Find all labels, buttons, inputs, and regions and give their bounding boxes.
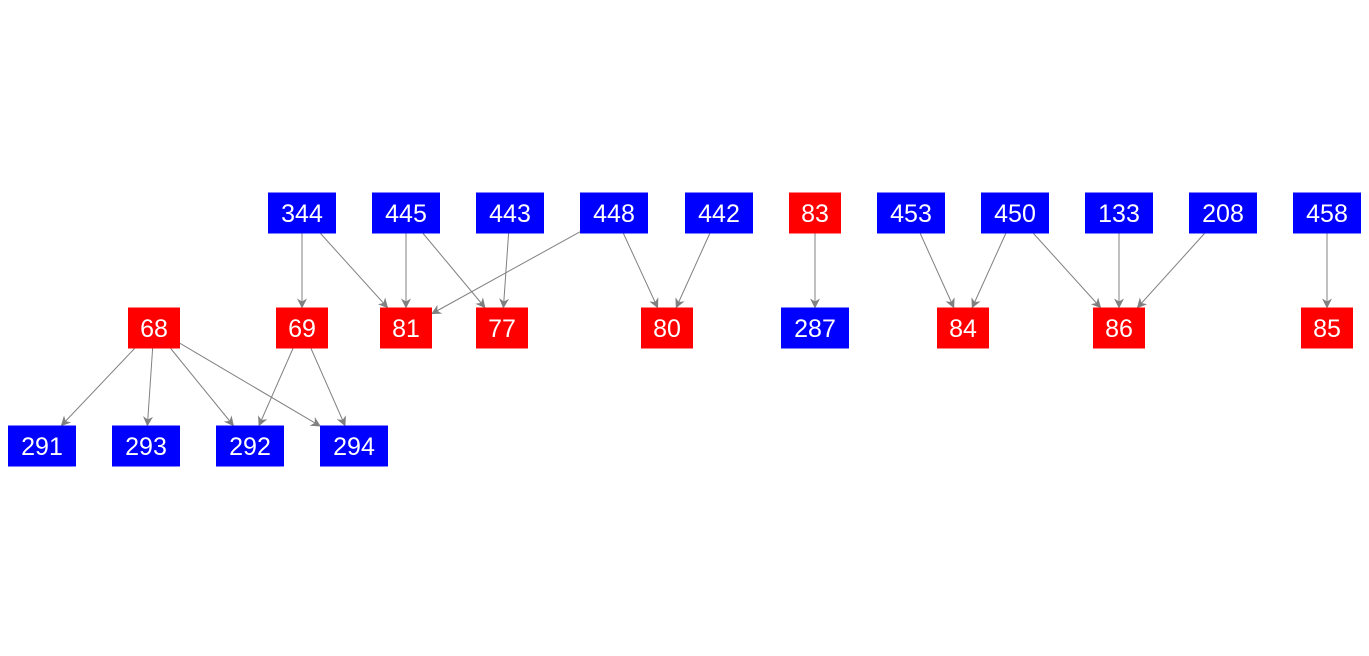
edge-68-293 [143,348,154,427]
node-label: 85 [1313,315,1341,343]
node-label: 443 [489,200,531,228]
node-box [276,307,328,349]
node-box [320,425,388,467]
node-box [476,307,528,349]
node-box [8,425,76,467]
node-box [937,307,989,349]
node-box [580,192,648,234]
node-294: 294 [320,425,388,467]
node-344: 344 [268,192,336,234]
edge-69-292 [258,348,294,427]
node-box [380,307,432,349]
node-label: 458 [1306,200,1348,228]
node-label: 294 [333,433,375,461]
node-box [641,307,693,349]
node-293: 293 [112,425,180,467]
node-81: 81 [380,307,432,349]
node-label: 292 [229,433,271,461]
node-label: 69 [288,315,316,343]
node-label: 81 [392,315,420,343]
node-box [789,192,841,234]
node-box [1293,192,1361,234]
edge-442-80 [675,233,711,309]
node-86: 86 [1093,307,1145,349]
node-77: 77 [476,307,528,349]
node-287: 287 [781,307,849,349]
edge-453-84 [919,233,955,309]
edge-208-86 [1136,233,1205,309]
edge-69-294 [310,348,346,427]
node-label: 293 [125,433,167,461]
node-label: 450 [994,200,1036,228]
edge-344-81 [320,233,389,309]
edge-68-291 [60,348,135,427]
node-133: 133 [1085,192,1153,234]
edge-445-77 [422,233,486,309]
node-box [781,307,849,349]
node-label: 86 [1105,315,1133,343]
edge-448-80 [622,233,659,309]
node-84: 84 [937,307,989,349]
node-label: 80 [653,315,681,343]
node-448: 448 [580,192,648,234]
edge-68-294 [179,342,321,427]
node-box [112,425,180,467]
node-box [216,425,284,467]
node-label: 287 [794,315,836,343]
node-box [685,192,753,234]
node-458: 458 [1293,192,1361,234]
node-box [1085,192,1153,234]
edge-450-84 [971,233,1007,309]
edge-443-77 [499,233,510,309]
node-box [877,192,945,234]
node-box [268,192,336,234]
node-box [476,192,544,234]
node-label: 133 [1098,200,1140,228]
node-box [981,192,1049,234]
node-box [372,192,440,234]
node-label: 453 [890,200,932,228]
node-443: 443 [476,192,544,234]
node-label: 68 [140,315,168,343]
node-208: 208 [1189,192,1257,234]
node-label: 291 [21,433,63,461]
node-450: 450 [981,192,1049,234]
node-label: 445 [385,200,427,228]
node-label: 84 [949,315,977,343]
node-box [1189,192,1257,234]
node-445: 445 [372,192,440,234]
node-292: 292 [216,425,284,467]
node-label: 208 [1202,200,1244,228]
node-442: 442 [685,192,753,234]
node-box [1093,307,1145,349]
node-label: 83 [801,200,829,228]
node-label: 448 [593,200,635,228]
node-label: 77 [488,315,516,343]
node-label: 344 [281,200,323,228]
node-80: 80 [641,307,693,349]
node-453: 453 [877,192,945,234]
edge-68-292 [170,348,234,427]
node-68: 68 [128,307,180,349]
node-box [1301,307,1353,349]
node-label: 442 [698,200,740,228]
edge-448-81 [431,231,581,315]
node-85: 85 [1301,307,1353,349]
node-291: 291 [8,425,76,467]
node-83: 83 [789,192,841,234]
edge-450-86 [1033,233,1102,309]
node-box [128,307,180,349]
node-69: 69 [276,307,328,349]
